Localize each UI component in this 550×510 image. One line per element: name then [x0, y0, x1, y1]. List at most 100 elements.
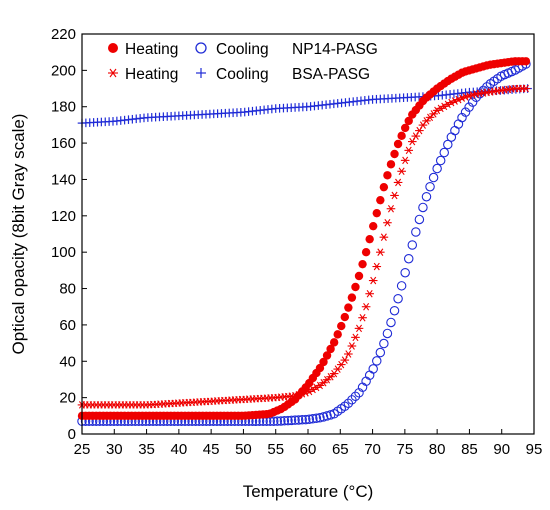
data-point — [333, 330, 342, 339]
y-tick-label: 100 — [51, 244, 76, 261]
data-point — [443, 139, 453, 150]
data-point — [386, 204, 396, 213]
y-tick-label: 60 — [59, 317, 76, 334]
data-point — [393, 178, 403, 187]
y-tick-label: 40 — [59, 353, 76, 370]
data-point — [286, 415, 297, 426]
x-tick-label: 40 — [171, 441, 188, 458]
series-np14-pasg-cooling — [77, 59, 531, 427]
data-point — [386, 160, 396, 169]
x-tick-label: 80 — [429, 441, 446, 458]
data-point — [290, 415, 300, 425]
data-point — [397, 131, 406, 141]
data-point — [369, 221, 378, 231]
data-point — [322, 351, 332, 360]
legend-sample-np14: NP14-PASG — [292, 41, 378, 58]
data-point — [344, 350, 353, 358]
legend-asterisk-shape — [108, 68, 118, 78]
data-point — [343, 398, 354, 409]
data-point — [418, 202, 428, 213]
data-point — [446, 132, 457, 142]
data-point — [411, 227, 421, 237]
x-tick-label: 45 — [203, 441, 220, 458]
y-axis-title: Optical opacity (8bit Gray scale) — [9, 114, 28, 355]
data-point — [300, 414, 311, 425]
data-point — [428, 172, 439, 183]
y-tick-label: 140 — [51, 171, 76, 188]
data-point — [318, 412, 329, 422]
data-point — [411, 132, 421, 140]
data-point — [418, 121, 428, 129]
y-tick-label: 0 — [68, 426, 76, 443]
y-tick-label: 220 — [51, 26, 76, 43]
x-tick-label: 35 — [138, 441, 155, 458]
data-point — [379, 182, 389, 192]
plot-area — [77, 57, 532, 427]
data-point — [393, 293, 403, 304]
data-point — [347, 342, 357, 350]
x-tick-label: 95 — [526, 441, 543, 458]
data-point — [311, 413, 322, 424]
x-axis: 25 30 35 40 45 50 55 60 65 70 75 80 85 90 95 — [74, 429, 543, 458]
legend-label-np14-heating: Heating — [125, 41, 178, 58]
data-point — [308, 414, 318, 424]
data-point — [521, 57, 531, 66]
data-point — [403, 253, 414, 264]
data-point — [400, 123, 410, 133]
x-tick-label: 65 — [332, 441, 349, 458]
data-point — [415, 126, 424, 135]
data-point — [407, 137, 417, 146]
legend-marker-bsa-cooling — [196, 68, 206, 78]
data-point — [276, 416, 286, 426]
data-point — [382, 328, 393, 339]
data-point — [361, 247, 371, 257]
legend-marker-np14-cooling — [195, 42, 207, 54]
data-point — [376, 195, 385, 205]
data-point — [347, 293, 357, 302]
data-point — [329, 338, 339, 347]
legend-label-np14-cooling: Cooling — [216, 41, 269, 58]
data-point — [422, 117, 431, 125]
data-point — [375, 347, 386, 358]
data-point — [383, 218, 392, 227]
data-point — [368, 276, 378, 285]
data-point — [326, 372, 335, 381]
data-point — [315, 413, 325, 423]
legend-sample-bsa: BSA-PASG — [292, 66, 370, 83]
legend-plus-shape — [196, 68, 206, 78]
data-point — [460, 107, 471, 117]
data-point — [340, 312, 350, 322]
data-point — [333, 365, 343, 373]
data-point — [279, 416, 290, 426]
x-axis-title: Temperature (°C) — [243, 482, 374, 501]
legend-label-bsa-heating: Heating — [125, 66, 178, 83]
data-point — [379, 338, 389, 349]
data-point — [337, 321, 346, 331]
y-tick-label: 180 — [51, 99, 76, 116]
x-tick-label: 25 — [74, 441, 91, 458]
data-point — [390, 149, 399, 159]
x-tick-label: 85 — [461, 441, 478, 458]
data-point — [464, 102, 474, 112]
data-point — [439, 147, 449, 158]
y-tick-label: 120 — [51, 208, 76, 225]
data-point — [372, 262, 382, 271]
series-np14-pasg-heating — [77, 57, 531, 421]
data-point — [376, 248, 385, 256]
data-point — [397, 167, 406, 176]
data-point — [453, 119, 464, 129]
data-point — [365, 289, 374, 298]
legend-row-1: Heating Cooling NP14-PASG — [108, 41, 378, 58]
x-tick-label: 55 — [267, 441, 284, 458]
data-point — [450, 125, 460, 136]
data-point — [404, 116, 413, 126]
data-point — [347, 395, 357, 405]
y-tick-label: 200 — [51, 62, 76, 79]
data-point — [432, 163, 442, 174]
data-point — [269, 416, 279, 427]
x-tick-label: 75 — [397, 441, 414, 458]
series-bsa-pasg-heating — [77, 84, 531, 409]
data-point — [336, 360, 346, 369]
data-point — [319, 378, 328, 387]
